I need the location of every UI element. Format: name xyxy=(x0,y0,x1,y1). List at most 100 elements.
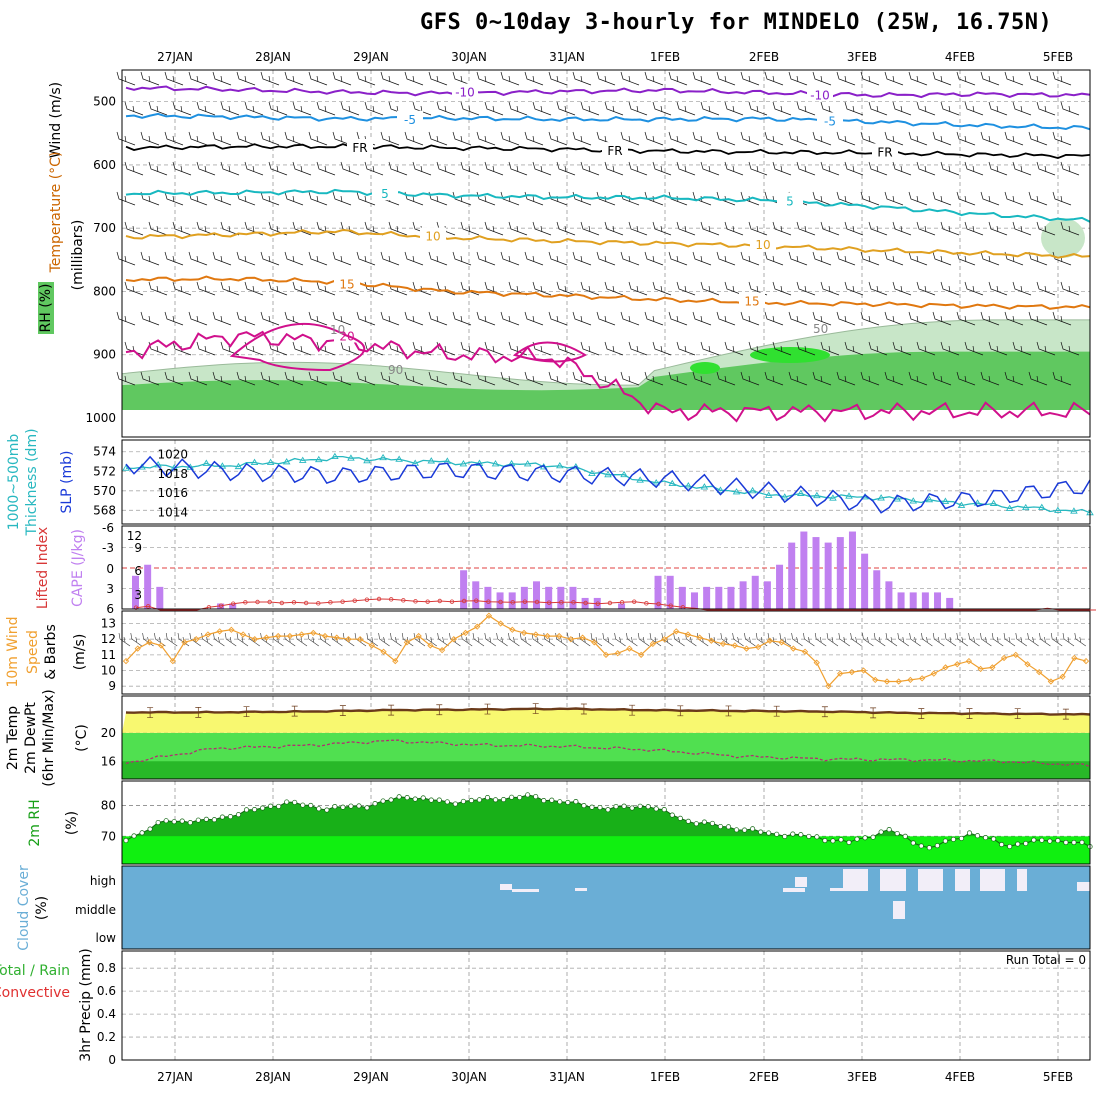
wind-speed-marker xyxy=(989,664,996,671)
li-tick: 3 xyxy=(106,582,114,596)
upper-wind-barb xyxy=(620,311,640,326)
upper-wind-barb xyxy=(188,371,208,386)
surface-wind-barb xyxy=(1015,632,1027,647)
thickness-tick: 568 xyxy=(93,503,116,517)
upper-wind-barb xyxy=(268,281,288,296)
wind-speed-marker xyxy=(626,645,633,652)
upper-wind-barb xyxy=(860,191,880,206)
li-marker xyxy=(364,597,370,602)
li-marker xyxy=(303,600,309,606)
cloud-clear xyxy=(918,869,943,891)
thickness-marker xyxy=(684,482,693,489)
temp-tick: 16 xyxy=(101,754,116,768)
upper-wind-barb xyxy=(484,161,504,176)
upper-wind-barb xyxy=(668,71,688,86)
upper-wind-barb xyxy=(764,131,784,146)
thickness-marker xyxy=(1054,506,1062,513)
upper-wind-barb xyxy=(124,101,144,116)
upper-wind-barb xyxy=(764,251,784,266)
upper-wind-barb xyxy=(220,221,240,236)
cape-bar xyxy=(934,592,942,609)
upper-wind-barb xyxy=(292,101,312,116)
rh-marker xyxy=(476,797,483,803)
rh-marker xyxy=(549,797,555,803)
wind-speed-marker xyxy=(169,657,176,665)
slp-line xyxy=(125,455,1091,514)
upper-wind-barb xyxy=(740,311,760,326)
temp-label: (°C) xyxy=(74,724,90,752)
upper-wind-barb xyxy=(788,131,808,146)
rh-marker xyxy=(717,823,724,830)
contour-label: 15 xyxy=(339,277,354,291)
cloud-clear xyxy=(955,869,970,891)
upper-wind-barb xyxy=(476,311,496,326)
upper-wind-barb xyxy=(772,101,792,116)
wind-speed-marker xyxy=(204,631,212,638)
upper-wind-barb xyxy=(356,191,376,206)
temp-minmax-bar xyxy=(580,703,587,715)
upper-wind-barb xyxy=(404,371,424,386)
pressure-tick: 600 xyxy=(93,158,116,172)
temp-minmax-bar xyxy=(629,704,636,716)
surface-wind-barb xyxy=(673,632,685,647)
li-marker xyxy=(607,600,613,606)
cape-bar xyxy=(715,586,723,609)
wind-tick: 13 xyxy=(101,617,116,631)
thickness-marker xyxy=(523,460,532,467)
upper-wind-barb xyxy=(188,131,208,146)
wind-speed-marker xyxy=(193,636,200,643)
precip-label: 3hr Precip (mm) xyxy=(78,948,94,1061)
cape-label: CAPE (J/kg) xyxy=(70,529,86,607)
wind-speed-marker xyxy=(310,629,317,637)
upper-wind-barb xyxy=(292,161,312,176)
wind-speed-marker xyxy=(368,642,375,649)
upper-wind-barb xyxy=(716,311,736,326)
upper-wind-barb xyxy=(452,71,472,86)
surface-wind-barb xyxy=(862,632,874,647)
upper-wind-barb xyxy=(644,131,664,146)
upper-wind-barb xyxy=(484,341,504,356)
rh-marker xyxy=(589,804,595,810)
surface-wind-barb xyxy=(472,632,485,647)
upper-wind-barb xyxy=(476,191,496,206)
wind-speed-marker xyxy=(403,639,411,646)
rh-marker xyxy=(1007,843,1013,850)
upper-wind-barb xyxy=(740,251,760,266)
upper-wind-barb xyxy=(164,311,184,326)
upper-wind-barb xyxy=(572,71,592,86)
thickness-marker xyxy=(266,458,275,465)
upper-wind-barb xyxy=(724,341,744,356)
upper-wind-barb xyxy=(700,101,720,116)
cape-bar xyxy=(812,537,820,609)
wind-speed-marker xyxy=(883,678,891,685)
temp-minmax-bar xyxy=(339,705,346,716)
thickness-marker xyxy=(282,458,291,465)
surface-wind-barb xyxy=(496,632,508,647)
upper-wind-barb xyxy=(980,71,1000,86)
wind-speed-marker xyxy=(860,667,867,674)
temp-label: 2m Temp xyxy=(5,706,21,770)
cape-bar xyxy=(144,564,152,609)
upper-wind-barb xyxy=(380,371,400,386)
upper-wind-barb xyxy=(1004,191,1024,206)
upper-wind-barb xyxy=(1004,371,1024,386)
temp-minmax-bar xyxy=(966,708,973,719)
upper-wind-barb xyxy=(116,251,136,266)
wind-speed-marker xyxy=(1024,661,1031,668)
upper-wind-barb xyxy=(356,251,376,266)
temp-minmax-bar xyxy=(773,705,780,717)
wind-label: (m/s) xyxy=(72,634,88,671)
upper-wind-barb xyxy=(884,311,904,326)
cape-bar xyxy=(824,542,832,609)
contour-label-bg xyxy=(334,275,360,291)
wind-speed-marker xyxy=(778,639,785,646)
thickness-marker xyxy=(989,499,998,506)
wind-label: & Barbs xyxy=(43,624,59,680)
upper-wind-barb xyxy=(364,161,384,176)
cape-bar xyxy=(885,581,893,609)
upper-wind-barb xyxy=(652,221,672,236)
upper-temp-label: Temperature (°C) xyxy=(48,152,64,274)
wind-tick: 12 xyxy=(101,632,116,646)
date-label-top: 27JAN xyxy=(157,50,193,64)
rh-marker xyxy=(1063,839,1069,846)
